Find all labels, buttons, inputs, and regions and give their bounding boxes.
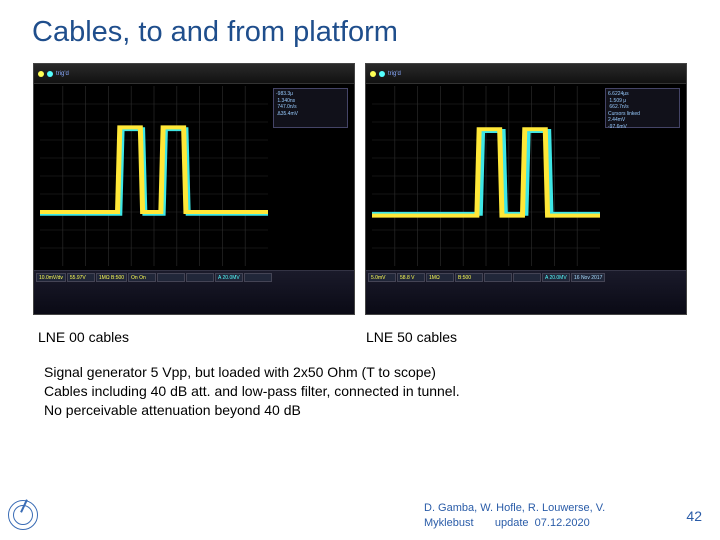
footer-cell [157,273,185,282]
dot-icon [38,71,44,77]
footer-cell: 5.0mV [368,273,396,282]
scope-footer-left: 10.0mV/dv55.97V1MΩ B:500On On A 20.0MV [34,270,354,314]
description: Signal generator 5 Vpp, but loaded with … [0,345,720,420]
credits: D. Gamba, W. Hofle, R. Louwerse, V. Mykl… [424,501,664,530]
scope-topbar: trig'd [366,64,686,84]
scope-left: trig'd -983.3μ 1.340ns 747.0n/s Δ35.4mV … [33,63,355,315]
scope-topbar: trig'd [34,64,354,84]
dot-icon [47,71,53,77]
footer-cell: 58.8 V [397,273,425,282]
footer: D. Gamba, W. Hofle, R. Louwerse, V. Mykl… [0,500,720,534]
footer-cell [244,273,272,282]
footer-cell: 16 Nov 2017 [571,273,605,282]
footer-cell: A 20.0MV [542,273,570,282]
scope-row: trig'd -983.3μ 1.340ns 747.0n/s Δ35.4mV … [0,63,720,315]
page-title: Cables, to and from platform [0,0,720,49]
credits-line: D. Gamba, W. Hofle, R. Louwerse, V. [424,501,664,515]
scope-footer-right: 5.0mV58.8 V1MΩB:500 A 20.0MV16 Nov 2017 [366,270,686,314]
label-right: LNE 50 cables [360,329,720,345]
desc-line: No perceivable attenuation beyond 40 dB [44,401,720,420]
dot-icon [379,71,385,77]
trig-label: trig'd [388,71,401,77]
footer-cell [513,273,541,282]
footer-cell: On On [128,273,156,282]
footer-cell [484,273,512,282]
cern-logo-icon [8,500,38,530]
scope-right: trig'd 6.6224μs 1.509 μ 662.7n/s Cursors… [365,63,687,315]
desc-line: Cables including 40 dB att. and low-pass… [44,382,720,401]
desc-line: Signal generator 5 Vpp, but loaded with … [44,363,720,382]
footer-cell: 1MΩ B:500 [96,273,127,282]
footer-cell: 10.0mV/dv [36,273,66,282]
scope-labels: LNE 00 cables LNE 50 cables [0,315,720,345]
footer-cell [186,273,214,282]
trig-label: trig'd [56,71,69,77]
footer-cell: A 20.0MV [215,273,243,282]
scope-plot-right [372,86,600,266]
credits-line: Myklebust update 07.12.2020 [424,516,664,530]
footer-cell: 1MΩ [426,273,454,282]
dot-icon [370,71,376,77]
footer-cell: 55.97V [67,273,95,282]
label-left: LNE 00 cables [0,329,360,345]
scope-plot-left [40,86,268,266]
scope-info-right: 6.6224μs 1.509 μ 662.7n/s Cursors linked… [605,88,680,128]
footer-cell: B:500 [455,273,483,282]
scope-info-left: -983.3μ 1.340ns 747.0n/s Δ35.4mV [273,88,348,128]
page-number: 42 [686,508,702,524]
